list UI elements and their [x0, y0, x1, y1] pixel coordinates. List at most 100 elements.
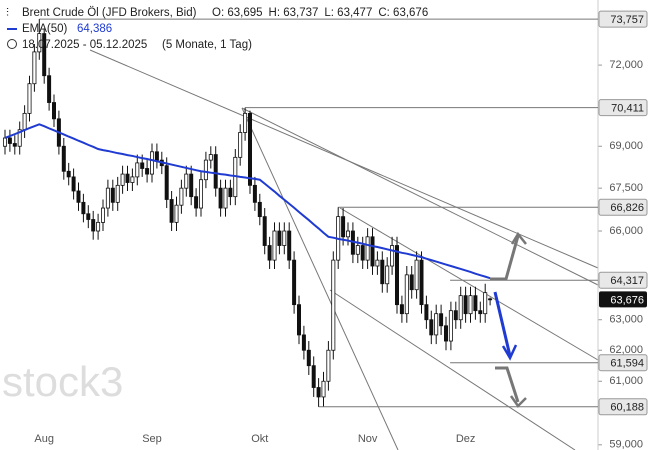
- candle-body: [198, 179, 203, 209]
- level-label: 66,826: [610, 202, 644, 214]
- candle-body: [12, 143, 17, 147]
- candle-body: [463, 295, 468, 315]
- candle-body: [345, 230, 350, 238]
- y-tick-label: 63,000: [609, 314, 643, 326]
- candle-body: [149, 151, 154, 175]
- candle-body: [169, 199, 174, 223]
- candle-body: [110, 187, 115, 203]
- candle-body: [326, 349, 331, 382]
- arrow-head: [510, 231, 527, 245]
- candle-body: [365, 236, 370, 261]
- header-icon: ⫶: [6, 7, 9, 19]
- candle-body: [86, 213, 91, 220]
- candle-body: [321, 380, 326, 398]
- candle-body: [424, 304, 429, 321]
- title: Brent Crude Öl (JFD Brokers, Bid): [22, 7, 197, 19]
- candle-body: [203, 159, 208, 181]
- candle-body: [267, 245, 272, 261]
- candle-body: [91, 219, 96, 232]
- candle-body: [27, 83, 32, 114]
- level-label: 73,757: [610, 14, 644, 26]
- arrow-down: [495, 366, 520, 403]
- candle-body: [311, 365, 316, 388]
- quote-item: O: 63,695: [212, 7, 263, 19]
- candle-body: [52, 102, 57, 120]
- candle-body: [262, 216, 267, 246]
- candle-body: [218, 187, 223, 209]
- level-label: 61,594: [610, 358, 644, 370]
- candle-body: [208, 154, 213, 161]
- candle-body: [101, 207, 106, 223]
- candle-body: [213, 154, 218, 189]
- candle-body: [96, 221, 101, 232]
- candle-body: [115, 184, 120, 203]
- level-box: [598, 271, 648, 289]
- candle-body: [390, 245, 395, 267]
- arrow-head: [509, 395, 527, 408]
- candle-body: [125, 173, 130, 183]
- candle-body: [375, 259, 380, 267]
- candle-body: [238, 132, 243, 158]
- candle-body: [370, 236, 375, 267]
- candle-body: [360, 245, 365, 261]
- trend-line: [241, 107, 599, 286]
- candle-body: [399, 304, 404, 315]
- quote: O: 63,695 H: 63,737 L: 63,477 C: 63,676: [212, 7, 428, 19]
- y-tick-label: 61,000: [609, 375, 643, 387]
- candle-body: [341, 216, 346, 238]
- level-label: 60,188: [610, 402, 644, 414]
- channel-line: [339, 207, 599, 361]
- x-tick-label: Okt: [251, 433, 268, 445]
- candle-body: [17, 129, 22, 147]
- candle-body: [434, 313, 439, 336]
- level-box: [598, 398, 648, 416]
- candle-body: [448, 310, 453, 342]
- candle-body: [32, 51, 37, 85]
- candle-body: [301, 334, 306, 351]
- level-box: [598, 198, 648, 216]
- candle-body: [257, 201, 262, 218]
- candle-body: [140, 162, 145, 169]
- candle-body: [429, 319, 434, 336]
- clock-icon: [7, 39, 17, 49]
- candle-body: [105, 187, 110, 209]
- date-range: 18.07.2025 - 05.12.2025: [22, 39, 147, 51]
- candle-body: [272, 230, 277, 261]
- candle-body: [120, 173, 125, 186]
- candle-body: [145, 168, 150, 175]
- candle-body: [468, 295, 473, 315]
- candle-body: [473, 295, 478, 312]
- candle-body: [419, 259, 424, 306]
- candle-body: [76, 190, 81, 203]
- candle-body: [179, 187, 184, 206]
- candle-body: [37, 33, 42, 53]
- candle-body: [331, 259, 336, 351]
- candle-body: [223, 187, 228, 209]
- candle-body: [135, 162, 140, 178]
- quote-item: H: 63,737: [269, 7, 319, 19]
- candle-body: [306, 349, 311, 367]
- candle-body: [287, 230, 292, 261]
- candle-body: [164, 165, 169, 200]
- candle-body: [247, 112, 252, 186]
- legend-value: 64,386: [77, 23, 112, 35]
- arrow-up: [490, 235, 520, 281]
- candle-body: [22, 112, 27, 131]
- arrow-blue: [493, 291, 512, 357]
- last-price-label: 63,676: [610, 294, 644, 306]
- candle-body: [61, 145, 66, 172]
- candle-body: [66, 170, 71, 178]
- candle-body: [409, 274, 414, 291]
- candle-body: [316, 387, 321, 398]
- y-tick-label: 72,000: [609, 59, 643, 71]
- arrow-head: [501, 344, 518, 361]
- candle-body: [478, 310, 483, 315]
- candle-body: [243, 112, 248, 133]
- arrows: [490, 231, 527, 408]
- quote-item: L: 63,477: [324, 7, 372, 19]
- candle-body: [42, 33, 47, 77]
- y-tick-label: 67,500: [609, 182, 643, 194]
- level-box: [598, 10, 648, 28]
- candle-body: [194, 196, 199, 209]
